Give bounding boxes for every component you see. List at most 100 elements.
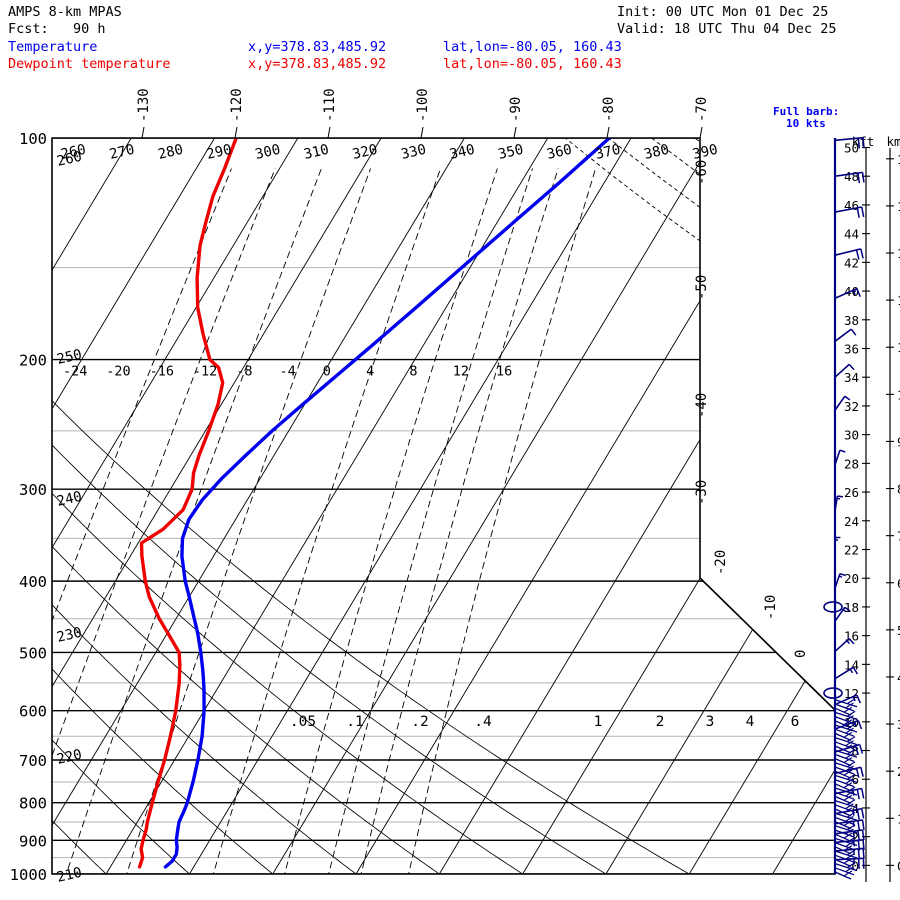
isotherm: [52, 138, 465, 874]
wind-barb-full: [843, 794, 853, 801]
wind-barb-full: [846, 824, 856, 831]
wind-barb: [834, 749, 858, 758]
mixing-ratio-label: 2: [656, 714, 665, 730]
wind-barb-full: [843, 820, 853, 827]
wind-barb-full: [843, 731, 853, 738]
pressure-tick-label: 500: [19, 644, 47, 662]
wind-barb-half: [842, 609, 847, 613]
km-tick-label: 14.: [897, 199, 900, 214]
isotherm-right-label: -50: [694, 275, 710, 300]
isotherm: [438, 138, 835, 874]
isotherm-top-label: -130: [136, 88, 152, 122]
pressure-tick-label: 600: [19, 703, 47, 721]
wind-barb: [834, 787, 858, 796]
wind-barb-full: [857, 720, 863, 730]
km-tick-label: 0.: [897, 858, 900, 873]
isotherm-200hpa-label: 4: [366, 364, 374, 380]
km-tick-label: 11.: [897, 340, 900, 355]
wind-barb-full: [857, 138, 861, 149]
moist-adiabat: [52, 138, 523, 874]
km-tick-label: 4.: [897, 670, 900, 685]
isotherm-top-label: -70: [694, 97, 710, 122]
dry-adiabat: [564, 138, 835, 874]
pressure-tick-label: 100: [19, 130, 47, 148]
valid-time: Valid: 18 UTC Thu 04 Dec 25: [617, 21, 837, 37]
theta-top-label: 310: [302, 142, 330, 163]
pressure-tick-label: 200: [19, 352, 47, 370]
isotherm-top-tick: [234, 126, 238, 139]
wind-barb: [834, 758, 852, 767]
isotherm: [52, 138, 132, 874]
wind-barb: [834, 395, 846, 411]
isotherm-200hpa-label: -4: [280, 364, 296, 380]
mixing-ratio-line: [208, 168, 441, 874]
wind-barb: [834, 795, 852, 804]
wind-barb: [834, 707, 852, 716]
theta-top-label: 380: [643, 142, 671, 163]
wind-barb: [834, 694, 858, 706]
km-tick-label: 15.: [897, 152, 900, 167]
isotherm-200hpa-label: -16: [150, 364, 174, 380]
kft-tick-label: 8: [851, 744, 859, 759]
km-tick-label: 13.: [897, 246, 900, 261]
wind-barb-full: [848, 638, 855, 645]
wind-barb-full: [857, 820, 861, 831]
wind-barb-full: [856, 694, 862, 704]
wind-barb-full: [846, 710, 856, 717]
isotherm: [189, 138, 632, 874]
wind-barb: [834, 703, 855, 712]
kft-tick-label: 50: [844, 140, 859, 155]
wind-barb: [834, 854, 855, 863]
wind-barb-full: [845, 765, 854, 772]
mixing-ratio-label: .05: [290, 714, 316, 730]
wind-barb-full: [846, 849, 856, 856]
moist-adiabat: [52, 138, 607, 874]
wind-barb-full: [850, 328, 857, 336]
isotherm-200hpa-label: 16: [496, 364, 512, 380]
isotherm: [105, 138, 549, 874]
wind-barb: [834, 753, 855, 763]
wind-barb-full: [845, 853, 854, 860]
mixing-ratio-label: 3: [706, 714, 715, 730]
km-tick-label: 8.: [897, 482, 900, 497]
wind-barb: [834, 867, 855, 876]
wind-barb-full: [845, 803, 854, 810]
wind-barb-full: [843, 719, 853, 726]
wind-barb-full: [845, 715, 854, 722]
wind-barb: [834, 762, 858, 771]
wind-barb-full: [861, 808, 865, 819]
wind-barb: [834, 699, 858, 708]
wind-barb-full: [855, 249, 860, 260]
isotherm-top-tick: [141, 126, 145, 139]
mixing-ratio-line: [60, 168, 322, 874]
isotherm-top-label: -120: [229, 88, 245, 122]
theta-left-label: 210: [55, 865, 83, 886]
isotherm-200hpa-label: -8: [236, 364, 252, 380]
wind-barb: [834, 804, 855, 813]
theta-top-label: 370: [594, 142, 622, 163]
km-tick-label: 12.: [897, 293, 900, 308]
barb-level-marker: [823, 687, 843, 699]
wind-barb-full: [846, 811, 856, 818]
isotherm-200hpa-label: -24: [63, 364, 87, 380]
isotherm-right-label: -40: [694, 393, 710, 418]
wind-barb-half: [846, 640, 851, 645]
wind-barb-full: [843, 782, 853, 789]
wind-barb: [834, 837, 858, 847]
isotherm-top-label: -80: [601, 97, 617, 122]
plot-frame: [51, 137, 836, 875]
wind-barb-full: [860, 767, 864, 777]
wind-barb: [834, 766, 855, 775]
wind-barb: [834, 732, 852, 741]
kft-tick-label: 48: [844, 169, 859, 184]
dry-adiabat: [694, 138, 835, 874]
grid-layer: [52, 138, 835, 874]
wind-barb-full: [862, 839, 865, 851]
wind-barb-full: [843, 757, 853, 764]
isotherm-right-label: -30: [694, 480, 710, 505]
isotherm-right-label: 0: [793, 650, 809, 658]
dry-adiabat: [608, 138, 835, 874]
wind-barb-full: [846, 786, 856, 793]
mixing-ratio-line: [279, 168, 498, 874]
